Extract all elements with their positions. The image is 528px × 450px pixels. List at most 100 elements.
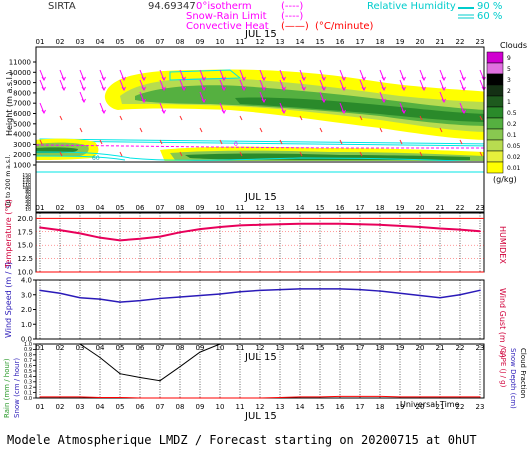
temp-point (39, 226, 41, 229)
wind-point (479, 289, 481, 292)
date-label-temp: JUL 15 (244, 192, 277, 203)
wind-barb (99, 139, 103, 145)
hour-label-precip: 23 (476, 344, 485, 352)
temp-point (419, 226, 421, 228)
cape-point (99, 396, 101, 399)
cloud-ytick-low: 40 (25, 199, 31, 205)
cloud-fraction-point (439, 343, 441, 345)
temp-point (199, 228, 201, 230)
hour-label-top: 11 (236, 38, 245, 46)
wind-point (179, 296, 181, 298)
date-label-top: JUL 15 (244, 29, 277, 40)
hour-label-temp: 23 (476, 204, 485, 212)
legend-swatch (486, 161, 504, 174)
wind-point (39, 289, 41, 292)
legend-tick: 0.01 (507, 165, 521, 172)
legend-swatch (486, 150, 504, 163)
wind-barb (279, 139, 283, 145)
cape-point (59, 396, 61, 398)
temp-point (59, 229, 61, 231)
temp-point (99, 236, 101, 239)
hour-label-bottom: 16 (336, 403, 345, 411)
hour-label-bottom: 22 (456, 403, 465, 411)
hour-label-precip: 20 (416, 344, 425, 352)
x-axis-title: Universal Time (400, 400, 460, 409)
hour-label-precip: 21 (436, 344, 445, 352)
hour-label-bottom: 10 (216, 403, 225, 411)
convective-legend-swatch: (——) (281, 21, 309, 32)
hour-label-precip: 10 (216, 344, 225, 352)
hour-label-top: 19 (396, 38, 405, 46)
hour-label-top: 21 (436, 38, 445, 46)
hour-label-temp: 15 (316, 204, 325, 212)
precip-panel: 01 02 03 04 05 06 07 08 09 10 11 12 13 14 15 16 17 18 19 20… (3, 342, 527, 418)
wind-ylabel: Wind Speed (m / s) (4, 262, 13, 338)
precip-ytick: 0.4 (24, 374, 32, 380)
cape-point (159, 397, 161, 399)
wind-barb (59, 151, 63, 157)
hour-label-temp: 12 (256, 204, 265, 212)
legend-tick: 9 (507, 55, 511, 62)
wind-point (279, 288, 281, 291)
cloud-fraction-point (79, 343, 81, 345)
cloud-panel: 0 60 11000100009000800070006000500040003… (5, 46, 486, 213)
hour-label-bottom: 23 (476, 403, 485, 411)
cloud-fraction-point (139, 376, 141, 379)
hour-label-bottom: 09 (196, 403, 205, 411)
hour-label-bottom: 02 (56, 403, 65, 411)
cloud-ytick: 5000 (13, 120, 31, 128)
cape-point (219, 397, 221, 399)
legend-tick: 0.05 (507, 143, 521, 150)
temp-point (279, 223, 281, 226)
wind-barbs (39, 69, 486, 157)
hour-label-bottom: 19 (396, 403, 405, 411)
wind-barb (479, 151, 483, 157)
temp-point (359, 223, 361, 226)
cloud-fraction-point (259, 343, 261, 345)
hour-label-bottom: 01 (36, 403, 45, 411)
cloud-ytick: 1000 (13, 162, 31, 170)
hour-label-temp: 13 (276, 204, 285, 212)
wind-point (299, 288, 301, 290)
wind-point (219, 293, 221, 295)
wind-point (79, 296, 81, 299)
hour-label-temp: 03 (76, 204, 85, 212)
cloud-ytick-low: 70 (25, 192, 31, 198)
temperature-frame (35, 212, 485, 273)
cape-point (339, 395, 341, 397)
wind-barb (119, 115, 123, 121)
cloud-ytick-low: 150 (22, 173, 31, 179)
hour-label-bottom: 18 (376, 403, 385, 411)
hour-label-temp: 04 (96, 204, 105, 212)
snow-ylabel: Snow (cm / hour) (13, 358, 21, 418)
hour-label-bottom: 13 (276, 403, 285, 411)
hour-label-top: 22 (456, 38, 465, 46)
wind-barb (179, 115, 183, 121)
hour-label-precip: 06 (136, 344, 145, 352)
wind-point (159, 297, 161, 300)
cloud-fraction-point (359, 343, 361, 345)
wind-barb (399, 139, 403, 145)
wind-ytick: 2.0 (21, 306, 32, 314)
cloud-fraction-point (39, 343, 41, 345)
isotherm-line (36, 144, 484, 149)
clouds-legend-unit: (g/kg) (493, 175, 517, 184)
precip-ytick: 0.1 (24, 390, 32, 396)
cloud-ytick: 11000 (9, 59, 31, 67)
legend-tick: 2 (507, 88, 511, 95)
wind-ytick: 1.0 (21, 321, 32, 329)
temp-point (179, 231, 181, 234)
cloud-ytick: 7000 (13, 100, 31, 108)
hour-label-top: 14 (296, 38, 305, 46)
temp-point (299, 222, 301, 225)
hour-label-top: 20 (416, 38, 425, 46)
cloud-ytick-low: 30 (25, 202, 31, 208)
temp-point (259, 224, 261, 226)
hour-label-bottom: 07 (156, 403, 165, 411)
hour-label-temp: 20 (416, 204, 425, 212)
cape-point (399, 396, 401, 398)
hour-label-temp: 02 (56, 204, 65, 212)
snow-depth-ylabel: Snow Depth (cm) (509, 348, 517, 409)
temp-point (139, 237, 141, 240)
